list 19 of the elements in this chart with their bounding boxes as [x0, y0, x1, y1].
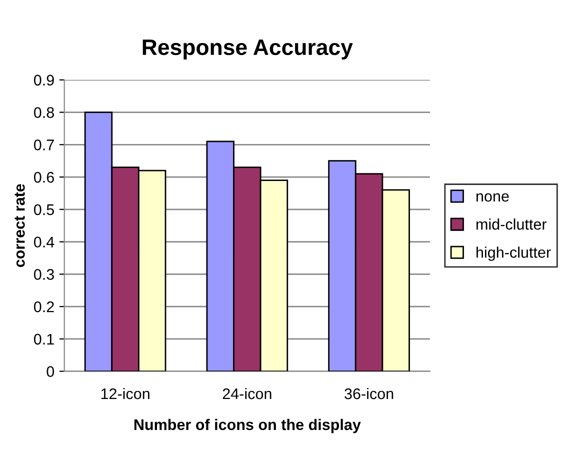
y-axis-title: correct rate	[14, 184, 25, 268]
legend-label: high-clutter	[476, 246, 551, 261]
y-tick-label: 0.6	[34, 172, 54, 183]
x-tick-label: 24-icon	[222, 388, 272, 400]
y-tick-label: 0	[46, 366, 54, 377]
y-tick-label: 0.2	[34, 301, 54, 312]
y-tick-label: 0.9	[34, 74, 54, 86]
y-tick-label: 0.1	[34, 334, 54, 345]
x-tick-label: 12-icon	[101, 388, 150, 400]
legend-label: mid-clutter	[476, 218, 547, 230]
y-tick-label: 0.4	[34, 236, 54, 248]
x-axis-title: Number of icons on the display	[134, 418, 361, 434]
y-tick-label: 0.8	[34, 107, 54, 118]
y-tick-label: 0.3	[34, 269, 54, 280]
chart-title: Response Accuracy	[142, 40, 353, 60]
y-tick-label: 0.5	[34, 204, 54, 216]
x-tick-label: 36-icon	[344, 388, 394, 400]
y-tick-label: 0.7	[34, 140, 54, 150]
legend-label: none	[476, 193, 509, 202]
